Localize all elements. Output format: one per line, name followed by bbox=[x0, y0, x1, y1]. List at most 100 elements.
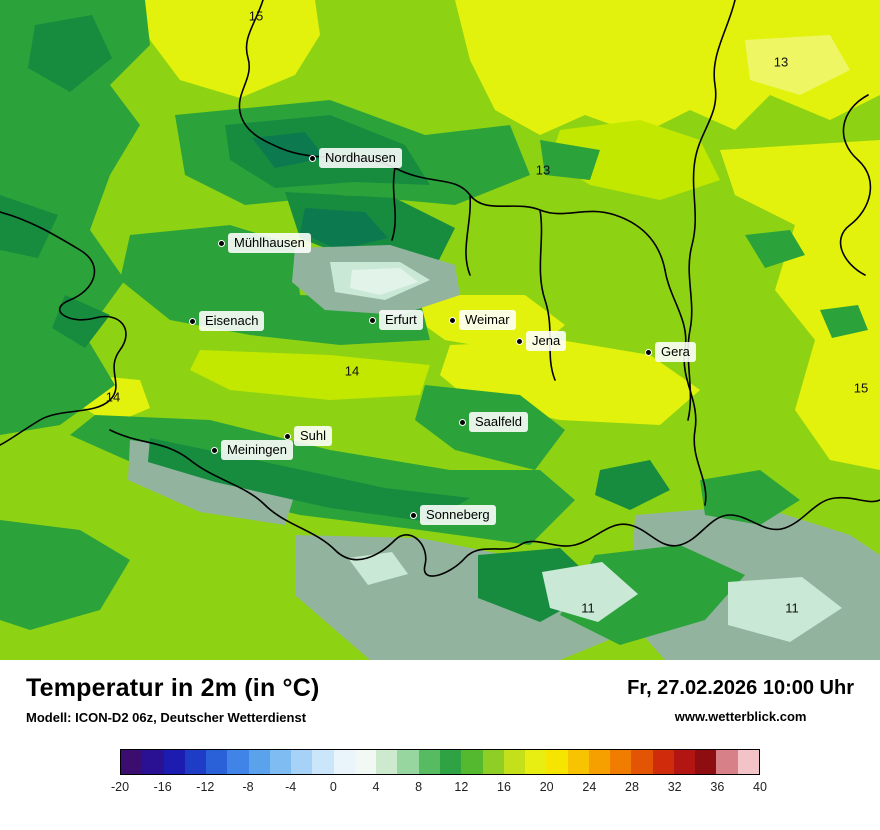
city-suhl: Suhl bbox=[284, 426, 333, 446]
city-dot bbox=[459, 418, 466, 426]
city-dot bbox=[449, 316, 456, 324]
border-lines bbox=[0, 0, 880, 577]
region-temp-label: 15 bbox=[248, 8, 264, 24]
legend-tick: 36 bbox=[710, 780, 725, 794]
temperature-legend: -20 -16 -12 -8 -4 0 4 8 12 16 20 24 28 3… bbox=[111, 749, 767, 798]
forecast-datetime: Fr, 27.02.2026 10:00 Uhr bbox=[627, 677, 854, 699]
city-dot bbox=[284, 432, 291, 440]
legend-tick: 28 bbox=[625, 780, 639, 794]
legend-color-cell bbox=[206, 750, 228, 774]
legend-color-cell bbox=[631, 750, 653, 774]
region-temp-label: 13 bbox=[535, 162, 551, 178]
page-title: Temperatur in 2m (in °C) bbox=[26, 674, 320, 702]
legend-color-cell bbox=[291, 750, 313, 774]
legend-tick: 40 bbox=[753, 780, 767, 794]
legend-color-bar bbox=[120, 749, 760, 775]
city-label: Weimar bbox=[459, 310, 516, 330]
legend-color-cell bbox=[354, 750, 377, 774]
city-eisenach: Eisenach bbox=[189, 311, 265, 331]
legend-tick: 16 bbox=[497, 780, 511, 794]
city-weimar: Weimar bbox=[449, 310, 516, 330]
footer-left: Temperatur in 2m (in °C) Modell: ICON-D2… bbox=[26, 674, 320, 725]
legend-tick-row: -20 -16 -12 -8 -4 0 4 8 12 16 20 24 28 3… bbox=[111, 780, 767, 798]
city-label: Nordhausen bbox=[319, 148, 402, 168]
city-dot bbox=[645, 348, 652, 356]
legend-color-cell bbox=[525, 750, 547, 774]
city-label: Sonneberg bbox=[420, 505, 496, 525]
city-label: Eisenach bbox=[199, 311, 265, 331]
legend-tick: 0 bbox=[329, 780, 337, 794]
region-temp-label: 14 bbox=[344, 363, 360, 379]
map-footer: Temperatur in 2m (in °C) Modell: ICON-D2… bbox=[0, 660, 880, 798]
light-yellow-patch bbox=[745, 35, 850, 95]
legend-tick: -8 bbox=[242, 780, 254, 794]
legend-color-cell bbox=[503, 750, 526, 774]
temperature-map-area: Nordhausen Mühlhausen Eisenach Erfurt We… bbox=[0, 0, 880, 660]
legend-color-cell bbox=[695, 750, 717, 774]
website-url: www.wetterblick.com bbox=[674, 709, 807, 724]
legend-color-cell bbox=[397, 750, 419, 774]
legend-color-cell bbox=[737, 750, 759, 774]
region-temp-label: 11 bbox=[785, 600, 799, 616]
legend-color-cell bbox=[652, 750, 674, 774]
legend-color-cell bbox=[333, 750, 355, 774]
legend-tick: 4 bbox=[372, 780, 380, 794]
legend-color-cell bbox=[163, 750, 185, 774]
city-label: Gera bbox=[655, 342, 696, 362]
legend-color-cell bbox=[121, 750, 143, 774]
city-sonneberg: Sonneberg bbox=[410, 505, 496, 525]
city-gera: Gera bbox=[645, 342, 696, 362]
region-temp-label: 13 bbox=[773, 54, 789, 70]
region-temp-label: 11 bbox=[581, 600, 595, 616]
legend-color-cell bbox=[567, 750, 589, 774]
footer-right: Fr, 27.02.2026 10:00 Uhr www.wetterblick… bbox=[627, 674, 854, 724]
city-label: Suhl bbox=[294, 426, 333, 446]
city-dot bbox=[189, 317, 196, 325]
legend-tick: 12 bbox=[454, 780, 469, 794]
region-temp-label: 15 bbox=[853, 380, 869, 396]
teal-green-cores bbox=[252, 132, 388, 250]
legend-color-cell bbox=[673, 750, 696, 774]
legend-tick: 20 bbox=[539, 780, 554, 794]
legend-color-cell bbox=[418, 750, 440, 774]
city-meiningen: Meiningen bbox=[211, 440, 293, 460]
yellow-green-regions bbox=[190, 120, 720, 400]
city-label: Mühlhausen bbox=[228, 233, 311, 253]
legend-color-cell bbox=[546, 750, 568, 774]
city-erfurt: Erfurt bbox=[369, 310, 423, 330]
legend-color-cell bbox=[482, 750, 504, 774]
legend-tick: -12 bbox=[196, 780, 215, 794]
legend-tick: -4 bbox=[285, 780, 297, 794]
legend-color-cell bbox=[312, 750, 334, 774]
model-info: Modell: ICON-D2 06z, Deutscher Wetterdie… bbox=[26, 710, 307, 725]
city-dot bbox=[211, 446, 218, 454]
city-muehlhausen: Mühlhausen bbox=[218, 233, 311, 253]
city-dot bbox=[410, 511, 417, 519]
legend-color-cell bbox=[376, 750, 398, 774]
city-label: Jena bbox=[526, 331, 567, 351]
legend-color-cell bbox=[269, 750, 292, 774]
legend-tick: 8 bbox=[415, 780, 423, 794]
legend-color-cell bbox=[588, 750, 611, 774]
pale-mint-core bbox=[350, 268, 418, 295]
city-dot bbox=[369, 316, 376, 324]
legend-tick: 32 bbox=[667, 780, 682, 794]
legend-color-cell bbox=[227, 750, 249, 774]
legend-color-cell bbox=[439, 750, 462, 774]
temperature-map-svg bbox=[0, 0, 880, 660]
legend-color-cell bbox=[142, 750, 164, 774]
legend-tick: -16 bbox=[153, 780, 172, 794]
city-jena: Jena bbox=[516, 331, 567, 351]
city-dot bbox=[218, 239, 225, 247]
city-label: Meiningen bbox=[221, 440, 293, 460]
legend-color-cell bbox=[248, 750, 270, 774]
city-dot bbox=[516, 337, 523, 345]
city-label: Erfurt bbox=[379, 310, 423, 330]
city-saalfeld: Saalfeld bbox=[459, 412, 528, 432]
city-nordhausen: Nordhausen bbox=[309, 148, 402, 168]
legend-tick: 24 bbox=[582, 780, 597, 794]
city-dot bbox=[309, 154, 316, 162]
legend-color-cell bbox=[716, 750, 738, 774]
legend-color-cell bbox=[610, 750, 632, 774]
